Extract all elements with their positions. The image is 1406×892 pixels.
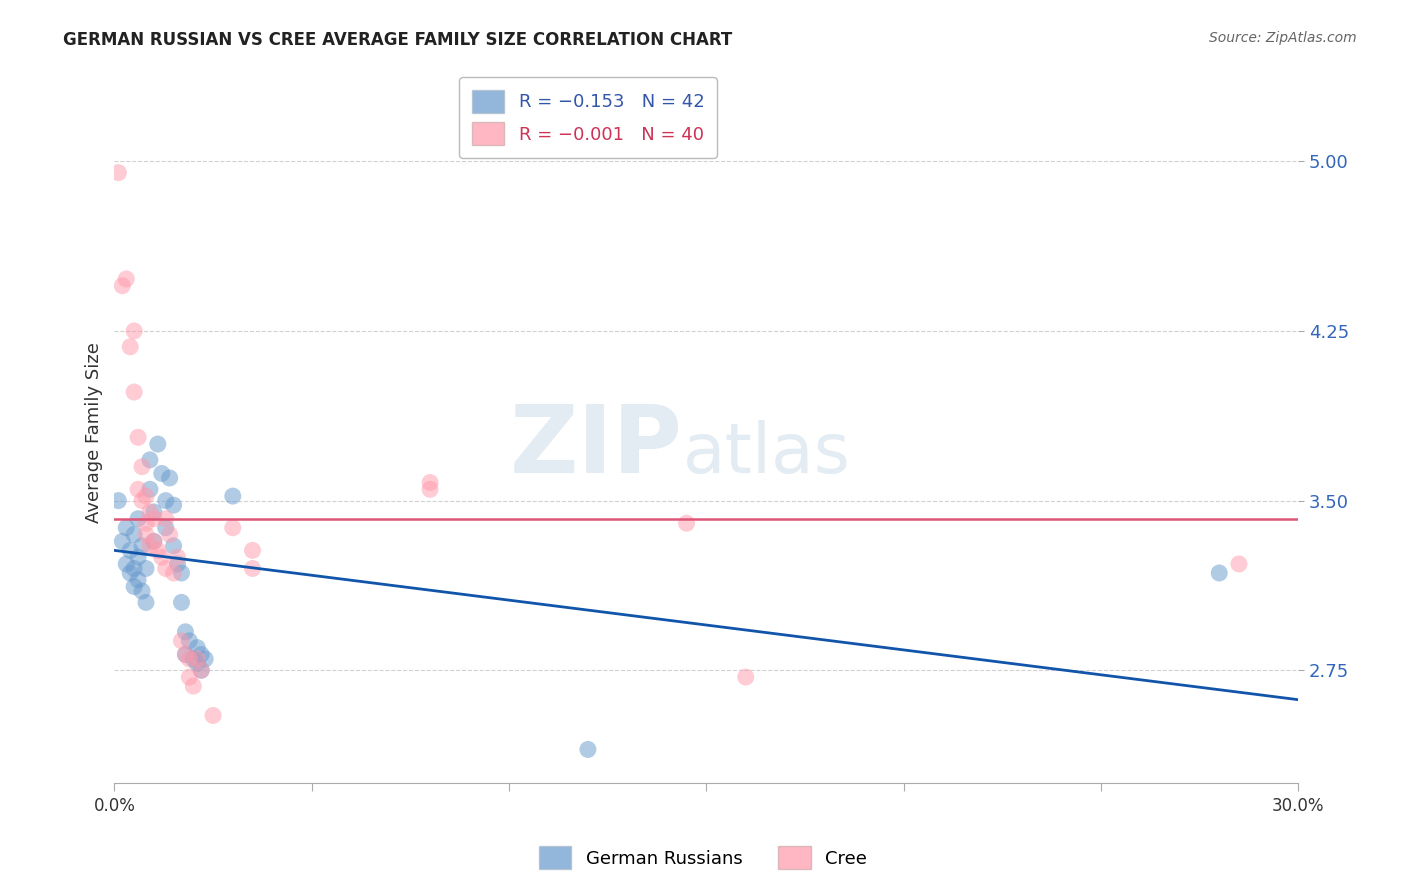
Point xyxy=(139,483,162,497)
Point xyxy=(179,652,201,666)
Point xyxy=(146,543,169,558)
Point xyxy=(127,430,149,444)
Point xyxy=(155,521,177,535)
Point xyxy=(186,657,208,671)
Point xyxy=(162,498,184,512)
Point xyxy=(127,550,149,565)
Point xyxy=(139,453,162,467)
Point xyxy=(159,527,181,541)
Point xyxy=(179,670,201,684)
Point xyxy=(155,561,177,575)
Point xyxy=(1227,557,1250,571)
Point xyxy=(122,580,145,594)
Point xyxy=(131,459,153,474)
Point xyxy=(142,534,165,549)
Point xyxy=(186,652,208,666)
Point xyxy=(122,324,145,338)
Point xyxy=(122,527,145,541)
Point xyxy=(194,652,217,666)
Point xyxy=(107,166,129,180)
Point xyxy=(242,561,264,575)
Point xyxy=(186,640,208,655)
Point xyxy=(142,512,165,526)
Point xyxy=(183,679,205,693)
Text: atlas: atlas xyxy=(682,420,851,487)
Point xyxy=(576,742,599,756)
Point xyxy=(159,471,181,485)
Point xyxy=(174,648,197,662)
Point xyxy=(222,489,245,503)
Point xyxy=(166,557,188,571)
Point xyxy=(202,708,225,723)
Point xyxy=(170,595,193,609)
Point xyxy=(135,561,157,575)
Point xyxy=(135,516,157,531)
Point xyxy=(120,566,142,580)
Point xyxy=(146,437,169,451)
Point xyxy=(122,385,145,400)
Point xyxy=(142,534,165,549)
Point xyxy=(162,566,184,580)
Point xyxy=(242,543,264,558)
Point xyxy=(174,624,197,639)
Point xyxy=(115,272,138,286)
Point xyxy=(222,521,245,535)
Point xyxy=(142,505,165,519)
Point xyxy=(127,573,149,587)
Point xyxy=(190,648,212,662)
Point xyxy=(127,483,149,497)
Point xyxy=(111,278,134,293)
Y-axis label: Average Family Size: Average Family Size xyxy=(86,343,103,524)
Point xyxy=(115,557,138,571)
Point xyxy=(734,670,756,684)
Legend: German Russians, Cree: German Russians, Cree xyxy=(530,838,876,879)
Point xyxy=(150,467,173,481)
Point xyxy=(120,543,142,558)
Point xyxy=(139,539,162,553)
Point xyxy=(135,527,157,541)
Point xyxy=(162,539,184,553)
Point xyxy=(170,566,193,580)
Text: ZIP: ZIP xyxy=(510,401,682,492)
Point xyxy=(150,550,173,565)
Point xyxy=(183,652,205,666)
Point xyxy=(135,595,157,609)
Point xyxy=(131,584,153,599)
Point xyxy=(111,534,134,549)
Text: Source: ZipAtlas.com: Source: ZipAtlas.com xyxy=(1209,31,1357,45)
Point xyxy=(120,340,142,354)
Point xyxy=(190,663,212,677)
Point xyxy=(122,561,145,575)
Point xyxy=(127,512,149,526)
Point xyxy=(675,516,697,531)
Point xyxy=(190,663,212,677)
Point xyxy=(135,489,157,503)
Point xyxy=(115,521,138,535)
Point xyxy=(174,648,197,662)
Point xyxy=(107,493,129,508)
Legend: R = −0.153   N = 42, R = −0.001   N = 40: R = −0.153 N = 42, R = −0.001 N = 40 xyxy=(458,77,717,158)
Point xyxy=(419,475,441,490)
Point xyxy=(419,483,441,497)
Point xyxy=(131,539,153,553)
Point xyxy=(155,512,177,526)
Point xyxy=(1208,566,1230,580)
Point xyxy=(179,633,201,648)
Text: GERMAN RUSSIAN VS CREE AVERAGE FAMILY SIZE CORRELATION CHART: GERMAN RUSSIAN VS CREE AVERAGE FAMILY SI… xyxy=(63,31,733,49)
Point xyxy=(139,505,162,519)
Point xyxy=(155,493,177,508)
Point xyxy=(166,550,188,565)
Point xyxy=(170,633,193,648)
Point xyxy=(131,493,153,508)
